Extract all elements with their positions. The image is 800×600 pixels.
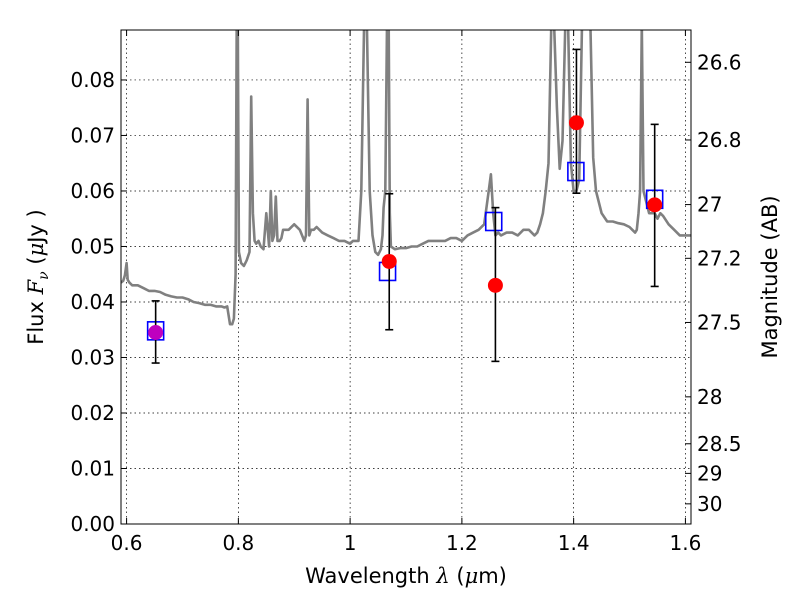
y2-tick-label: 27 (697, 193, 722, 217)
y-axis-label-close: Jy ) (24, 209, 48, 245)
y-tick-label: 0.02 (70, 401, 115, 425)
observed-point-marker (647, 197, 663, 213)
y-tick-label: 0.08 (70, 68, 115, 92)
x-tick-label: 1.4 (558, 531, 590, 555)
plot-frame (120, 29, 692, 525)
y-tick-label: 0.01 (70, 456, 115, 480)
x-axis-label-mu: μ (465, 564, 479, 588)
y-axis-label: Flux Fν (μJy ) (24, 209, 52, 344)
y-axis-label-text: Flux (24, 301, 48, 345)
y-axis-label-mu: μ (24, 243, 48, 257)
y2-tick-label: 26.8 (697, 128, 742, 152)
x-axis-label-close: m) (478, 564, 507, 588)
y-tick-label: 0.04 (70, 290, 115, 314)
y2-tick-label: 30 (697, 492, 722, 516)
x-tick-label: 0.6 (111, 531, 143, 555)
y2-tick-label: 28 (697, 385, 722, 409)
y2-axis-label: Magnitude (AB) (758, 195, 782, 358)
spectrum-layer (121, 30, 691, 326)
y-axis-label-open: ( (24, 256, 48, 264)
x-axis-label-text: Wavelength (305, 564, 430, 588)
x-axis-label-symbol: λ (435, 564, 449, 588)
observed-point-marker (148, 325, 164, 341)
model-squares-layer (146, 161, 664, 341)
axis-ticks (121, 30, 691, 525)
y-tick-label: 0.07 (70, 123, 115, 147)
y-tick-label: 0.03 (70, 345, 115, 369)
x-tick-label: 1 (344, 531, 357, 555)
x-tick-label: 0.8 (222, 531, 254, 555)
observed-point-marker (381, 253, 397, 269)
y-tick-label: 0.05 (70, 234, 115, 258)
y2-tick-label: 29 (697, 461, 722, 485)
axis-tick-labels: 0.6 0.8 1 1.2 1.4 1.6 0.00 0.01 0.02 0.03 0.04 0.05… (70, 50, 741, 555)
y2-tick-label: 28.5 (697, 432, 742, 456)
observed-points-layer (148, 48, 663, 364)
y2-tick-label: 26.6 (697, 50, 742, 74)
y2-tick-label: 27.2 (697, 246, 742, 270)
x-tick-label: 1.2 (446, 531, 478, 555)
x-axis-label: Wavelength λ (μm) (305, 564, 507, 588)
x-tick-label: 1.6 (670, 531, 702, 555)
model-square-marker (484, 211, 503, 232)
y2-tick-label: 27.5 (697, 310, 742, 334)
observed-point-marker (568, 115, 584, 131)
y-tick-label: 0.06 (70, 179, 115, 203)
y-axis-label-subscript: ν (36, 271, 52, 280)
x-axis-label-open: ( (450, 564, 465, 588)
observed-point-marker (487, 277, 503, 293)
y-axis-label-symbol: F (24, 278, 48, 295)
spectrum-line (121, 30, 691, 326)
grid-lines (121, 30, 691, 525)
y-tick-label: 0.00 (70, 512, 115, 536)
